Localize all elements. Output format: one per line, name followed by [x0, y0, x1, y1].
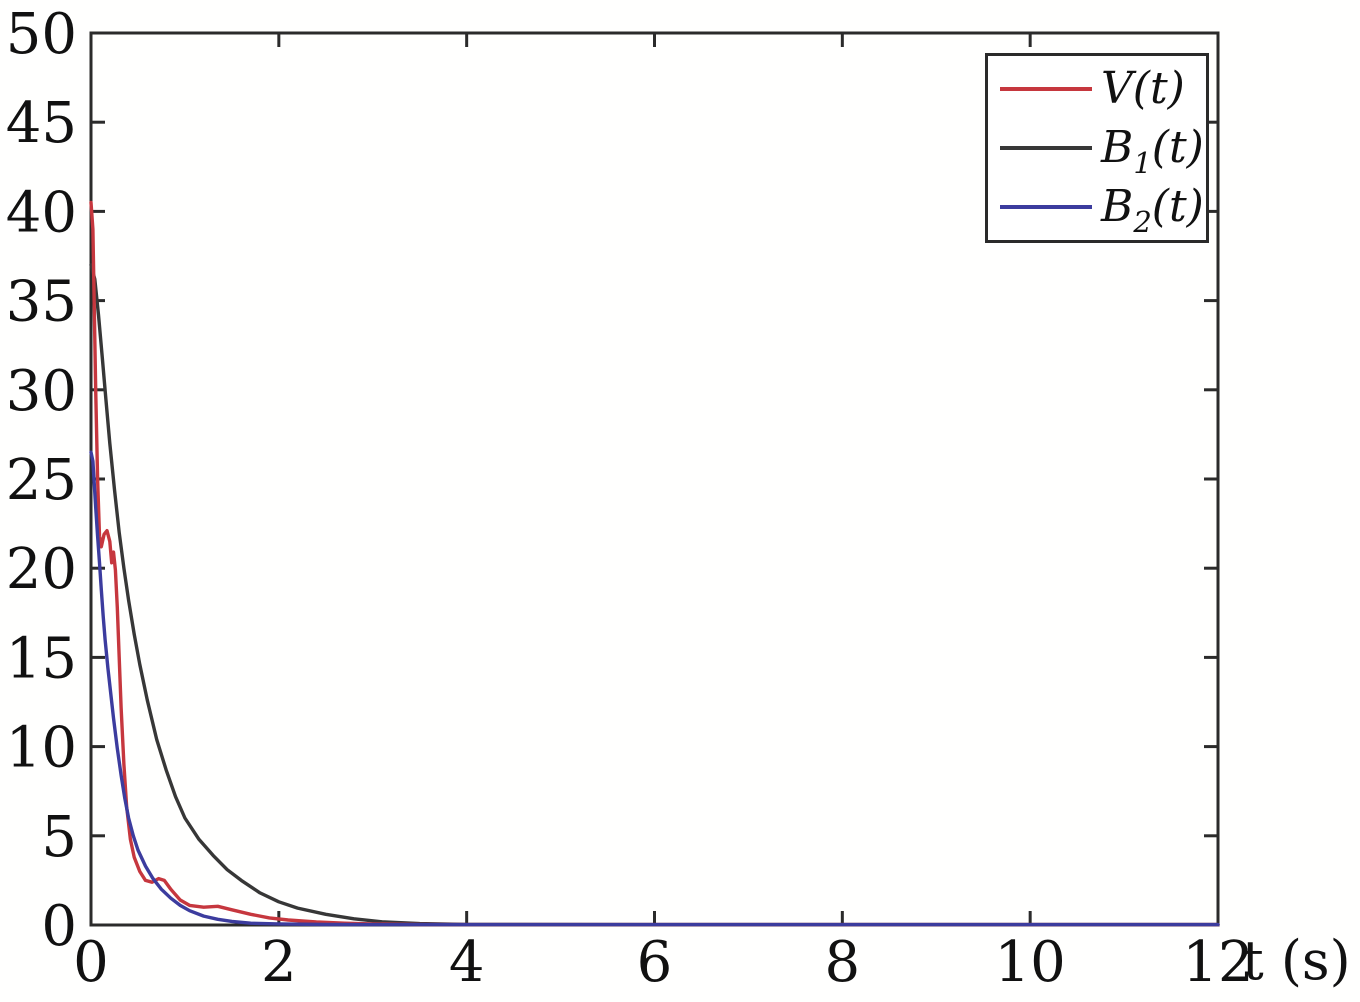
curve-v: [89, 200, 1220, 927]
legend-entry-v: V(t): [1000, 67, 1202, 111]
curve-b1: [89, 263, 1220, 927]
y-tick-label: 25: [6, 448, 77, 513]
legend-label-suffix: (t): [1151, 121, 1204, 173]
x-tick-label: 2: [261, 930, 297, 995]
legend-line-swatch-v: [1000, 87, 1092, 92]
x-tick-label: 4: [449, 930, 485, 995]
legend-label-suffix: (t): [1151, 180, 1204, 232]
legend-label-suffix: (t): [1132, 63, 1185, 115]
x-tick-label: 8: [825, 930, 861, 995]
x-tick-label: 0: [73, 930, 109, 995]
legend-label-v: V(t): [1101, 67, 1185, 111]
legend-line-swatch-b1: [1000, 145, 1092, 150]
legend: V(t) B1(t) B2(t): [985, 53, 1209, 243]
y-tick-label: 40: [6, 180, 77, 245]
legend-label-sub: 1: [1133, 145, 1152, 180]
legend-label-b2: B2(t): [1101, 184, 1204, 236]
y-tick-label: 0: [41, 894, 77, 959]
legend-label-sub: 2: [1133, 204, 1152, 239]
y-tick-label: 20: [6, 537, 77, 602]
legend-entry-b1: B1(t): [1000, 125, 1204, 177]
legend-label-b1: B1(t): [1101, 125, 1204, 177]
y-tick-label: 10: [6, 716, 77, 781]
curve-b2: [89, 450, 1220, 927]
legend-label-text: V: [1101, 63, 1133, 115]
legend-label-text: B: [1101, 121, 1134, 173]
legend-entry-b2: B2(t): [1000, 184, 1204, 236]
y-tick-label: 30: [6, 359, 77, 424]
x-tick-label: 6: [637, 930, 673, 995]
legend-line-swatch-b2: [1000, 204, 1092, 209]
x-tick-label: 10: [995, 930, 1066, 995]
legend-label-text: B: [1101, 180, 1134, 232]
x-axis-title: t (s): [1242, 929, 1351, 992]
y-tick-label: 5: [41, 805, 77, 870]
x-tick-label: 12: [1182, 930, 1253, 995]
y-tick-label: 45: [6, 91, 77, 156]
y-tick-label: 15: [6, 626, 77, 691]
y-tick-label: 35: [6, 270, 77, 335]
y-tick-label: 50: [6, 2, 77, 67]
